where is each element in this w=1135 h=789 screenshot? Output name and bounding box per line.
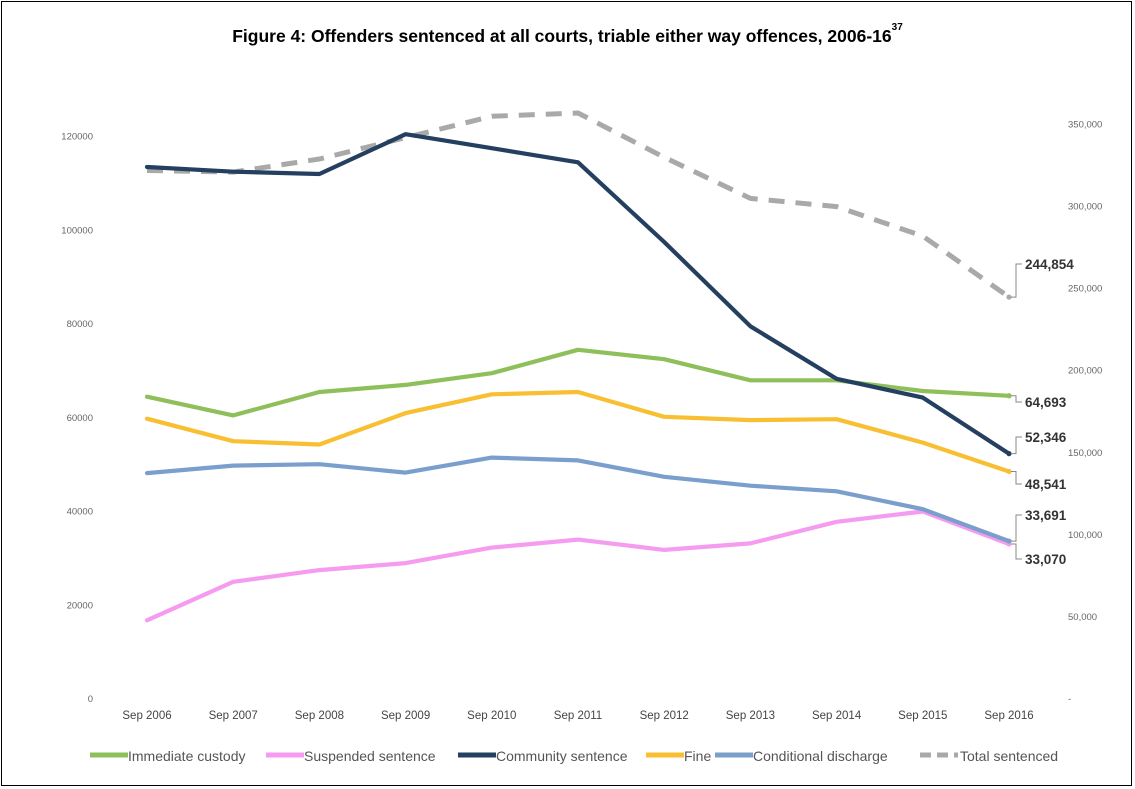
left-tick-label: 0 [88,694,93,705]
left-tick-label: 60000 [67,413,93,424]
legend-label: Immediate custody [128,748,246,764]
series-end-point [1006,393,1012,399]
title-footnote: 37 [891,22,903,33]
end-label-leader [1011,263,1022,298]
right-tick-label: 50,000 [1068,612,1097,623]
end-label: 52,346 [1025,430,1067,445]
series-line-total-sentenced [146,110,1011,300]
x-tick-label: Sep 2013 [726,710,775,722]
series-end-point [1006,538,1012,544]
chart-title: Figure 4: Offenders sentenced at all cou… [232,22,903,46]
x-tick-label: Sep 2016 [984,710,1033,722]
left-tick-label: 40000 [67,507,93,518]
series-line-conditional-discharge [144,455,1012,544]
series-end-point [1006,294,1012,300]
end-label-leader [1011,514,1022,542]
left-axis: 0 20000 40000 60000 80000 100000 120000 [61,132,93,706]
series-end-point [1006,468,1012,475]
right-tick-label: 100,000 [1068,530,1102,541]
end-label: 64,693 [1025,395,1067,410]
legend-label: Conditional discharge [753,748,888,764]
x-tick-label: Sep 2008 [295,710,344,722]
right-tick-label: 300,000 [1068,202,1102,213]
left-tick-label: 100000 [61,225,93,236]
left-tick-label: 80000 [67,319,93,330]
left-tick-label: 20000 [67,600,93,611]
x-tick-label: Sep 2007 [209,710,258,722]
end-label: 48,541 [1025,477,1067,492]
x-axis: Sep 2006 Sep 2007 Sep 2008 Sep 2009 Sep 2010… [122,710,1033,722]
end-labels: 64,693 33,070 52,346 48,541 33,691 244,854 [1011,257,1074,567]
x-tick-label: Sep 2011 [554,710,602,722]
series-line-immediate-custody [144,347,1012,418]
end-label-leader [1011,395,1022,403]
left-tick-label: 120000 [61,132,93,143]
legend-label: Community sentence [496,748,628,764]
right-tick-label: 350,000 [1068,120,1102,131]
right-tick-label: 200,000 [1068,366,1102,377]
right-tick-label: 250,000 [1068,284,1102,295]
right-tick-label: - [1068,694,1071,705]
x-tick-label: Sep 2012 [640,710,689,722]
end-label-leader [1011,471,1022,485]
x-tick-label: Sep 2014 [812,710,862,722]
x-tick-label: Sep 2015 [898,710,947,722]
right-axis: - 50,000 100,000 150,000 200,000 250,000 300,0… [1068,120,1102,706]
x-tick-label: Sep 2009 [381,710,430,722]
x-tick-label: Sep 2010 [467,710,516,722]
end-label-leader [1011,436,1022,455]
legend-label: Total sentenced [960,748,1058,764]
end-label-leader [1011,543,1022,560]
legend-label: Suspended sentence [304,748,436,764]
series-lines [144,110,1012,623]
end-label: 33,070 [1025,552,1066,567]
end-label: 33,691 [1025,508,1067,523]
x-tick-label: Sep 2006 [122,710,171,722]
series-end-point [1006,451,1012,457]
series-line-community-sentence [144,132,1012,456]
legend: Immediate custody Suspended sentence Commu… [90,748,1058,764]
right-tick-label: 150,000 [1068,448,1102,459]
series-line-fine [144,389,1012,474]
legend-label: Fine [684,748,711,764]
end-label: 244,854 [1025,257,1074,272]
series-line-suspended-sentence [144,509,1012,623]
